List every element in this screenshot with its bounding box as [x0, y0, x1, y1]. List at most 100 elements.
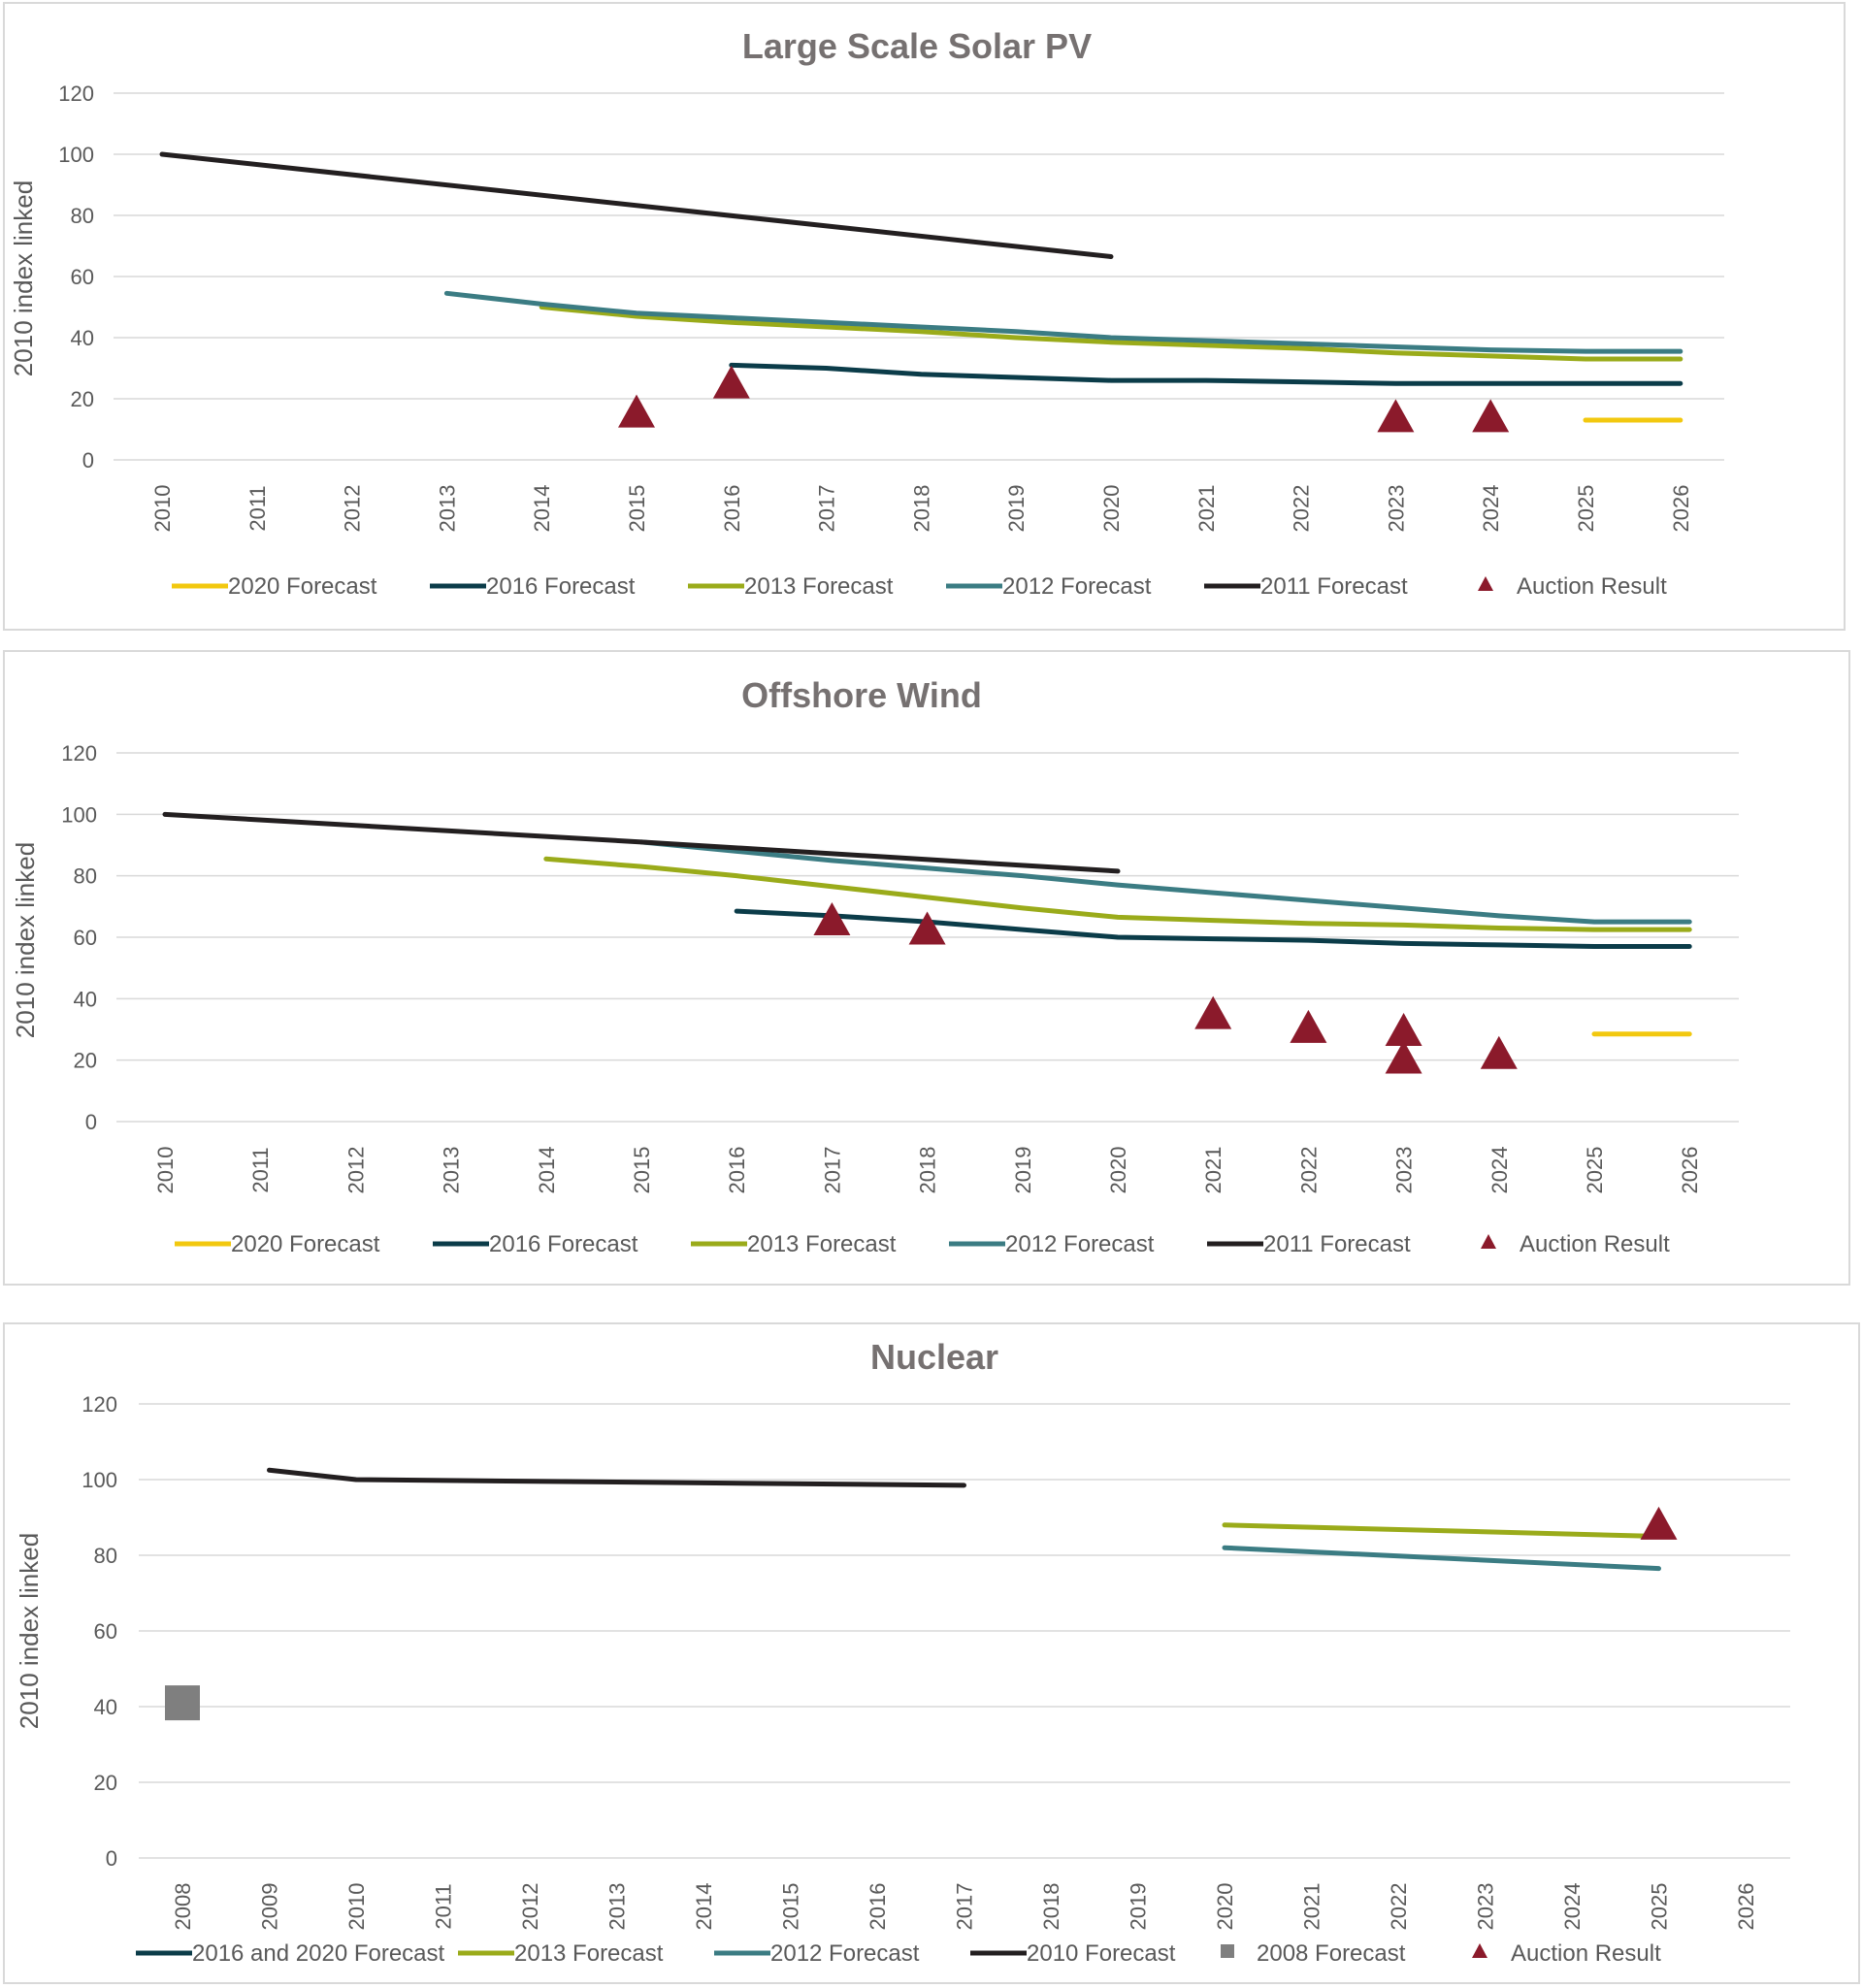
- x-tick-label: 2019: [1004, 485, 1029, 533]
- legend-label-2016-and-2020-forecast: 2016 and 2020 Forecast: [192, 1940, 445, 1967]
- x-tick-label: 2011: [248, 1147, 273, 1192]
- x-tick-label: 2015: [779, 1883, 803, 1931]
- x-tick-label: 2020: [1099, 485, 1124, 533]
- x-tick-label: 2026: [1734, 1883, 1758, 1931]
- legend-label-2016-forecast: 2016 Forecast: [489, 1231, 638, 1257]
- y-tick-label: 100: [82, 1468, 117, 1492]
- x-tick-label: 2010: [344, 1883, 369, 1931]
- x-tick-label: 2025: [1648, 1883, 1672, 1931]
- y-tick-label: 60: [71, 265, 94, 289]
- chart-title: Large Scale Solar PV: [742, 26, 1092, 66]
- x-tick-label: 2025: [1574, 485, 1598, 533]
- x-tick-label: 2022: [1290, 485, 1314, 533]
- y-axis-label: 2010 index linked: [9, 180, 38, 376]
- y-tick-label: 120: [82, 1392, 117, 1417]
- x-tick-label: 2014: [535, 1147, 559, 1194]
- series-line-2013-forecast: [543, 856, 1692, 932]
- series-line-2011-forecast: [162, 811, 1121, 874]
- x-tick-label: 2014: [692, 1883, 716, 1931]
- x-tick-label: 2021: [1201, 1147, 1226, 1194]
- x-tick-label: 2013: [605, 1883, 630, 1931]
- legend-label-2008-forecast: 2008 Forecast: [1257, 1940, 1406, 1967]
- x-tick-label: 2013: [440, 1147, 464, 1194]
- auction-result-marker: [813, 902, 851, 935]
- legend-label-2013-forecast: 2013 Forecast: [514, 1940, 664, 1967]
- chart-title: Nuclear: [870, 1337, 998, 1377]
- legend-label-2016-forecast: 2016 Forecast: [486, 573, 636, 600]
- y-tick-label: 20: [94, 1771, 117, 1795]
- legend-swatch-auction-result: [1478, 576, 1493, 591]
- x-tick-label: 2012: [343, 1147, 368, 1194]
- y-tick-label: 60: [74, 926, 97, 950]
- solar-pv-chart: Large Scale Solar PV 0 20 40 60 80 100 120 2010 …: [9, 26, 1724, 600]
- y-tick-label: 100: [61, 802, 97, 827]
- x-tick-label: 2017: [815, 485, 839, 533]
- x-tick-label: 2013: [435, 485, 459, 533]
- y-tick-label: 20: [71, 387, 94, 411]
- x-tick-label: 2014: [530, 485, 554, 533]
- legend-label-2012-forecast: 2012 Forecast: [1005, 1231, 1155, 1257]
- x-tick-label: 2026: [1678, 1147, 1702, 1194]
- nuclear-chart: Nuclear 0 20 40 60 80 100 120 2010 index linked 2…: [15, 1337, 1790, 1967]
- x-tick-label: 2017: [953, 1883, 977, 1931]
- auction-result-marker: [1480, 1035, 1518, 1069]
- legend-label-2020-forecast: 2020 Forecast: [228, 573, 377, 600]
- y-tick-label: 120: [58, 81, 94, 106]
- chart-title: Offshore Wind: [741, 675, 982, 715]
- y-tick-label: 80: [74, 864, 97, 889]
- legend-label-2012-forecast: 2012 Forecast: [770, 1940, 920, 1967]
- series-line-2013-forecast: [1222, 1522, 1661, 1539]
- auction-result-marker: [908, 911, 946, 945]
- x-tick-label: 2016: [720, 485, 744, 533]
- x-tick-label: 2021: [1194, 485, 1219, 533]
- y-tick-label: 40: [74, 987, 97, 1011]
- series-line-2012-forecast: [443, 290, 1683, 354]
- x-tick-label: 2011: [245, 485, 270, 531]
- auction-result-marker: [1385, 1040, 1422, 1074]
- x-tick-label: 2022: [1296, 1147, 1321, 1194]
- x-tick-label: 2022: [1387, 1883, 1411, 1931]
- series-line-2010-forecast: [267, 1467, 966, 1488]
- legend-label-auction-result: Auction Result: [1511, 1940, 1661, 1967]
- x-tick-label: 2009: [258, 1883, 282, 1931]
- y-axis-label: 2010 index linked: [11, 842, 40, 1038]
- nuclear-chart-panel: Nuclear 0 20 40 60 80 100 120 2010 index linked 2…: [3, 1322, 1860, 1984]
- y-tick-label: 20: [74, 1049, 97, 1073]
- legend-swatch-auction-result: [1481, 1234, 1496, 1249]
- series-line-2013-forecast: [539, 305, 1683, 362]
- x-tick-label: 2020: [1106, 1147, 1130, 1194]
- x-tick-label: 2012: [518, 1883, 542, 1931]
- legend-label-auction-result: Auction Result: [1517, 573, 1667, 600]
- y-axis-label: 2010 index linked: [15, 1533, 44, 1729]
- x-tick-label: 2020: [1213, 1883, 1237, 1931]
- y-tick-label: 40: [71, 326, 94, 350]
- y-tick-label: 120: [61, 741, 97, 766]
- x-tick-label: 2018: [916, 1147, 940, 1194]
- y-tick-label: 0: [85, 1110, 97, 1134]
- x-tick-label: 2023: [1392, 1147, 1417, 1194]
- series-line-2012-forecast: [638, 839, 1692, 925]
- auction-result-marker: [712, 365, 750, 399]
- legend-label-2010-forecast: 2010 Forecast: [1027, 1940, 1176, 1967]
- x-tick-label: 2019: [1011, 1147, 1035, 1194]
- x-tick-label: 2018: [1039, 1883, 1063, 1931]
- series-line-2011-forecast: [159, 151, 1114, 260]
- y-tick-label: 100: [58, 143, 94, 167]
- x-tick-label: 2024: [1560, 1883, 1585, 1931]
- legend-label-2013-forecast: 2013 Forecast: [744, 573, 894, 600]
- y-tick-label: 0: [106, 1846, 117, 1871]
- auction-result-marker: [1385, 1013, 1422, 1046]
- legend-swatch-2008-forecast: [1221, 1944, 1234, 1958]
- forecast-2008-marker: [165, 1685, 200, 1721]
- series-line-2016-forecast: [729, 362, 1683, 386]
- x-tick-label: 2015: [630, 1147, 654, 1194]
- auction-result-marker: [1194, 995, 1232, 1029]
- y-tick-label: 80: [71, 204, 94, 228]
- x-tick-label: 2016: [725, 1147, 749, 1194]
- x-tick-label: 2024: [1487, 1147, 1512, 1194]
- auction-result-marker: [1290, 1009, 1327, 1043]
- y-tick-label: 80: [94, 1544, 117, 1568]
- y-tick-label: 60: [94, 1619, 117, 1644]
- x-tick-label: 2021: [1300, 1883, 1324, 1931]
- auction-result-marker: [1472, 399, 1510, 433]
